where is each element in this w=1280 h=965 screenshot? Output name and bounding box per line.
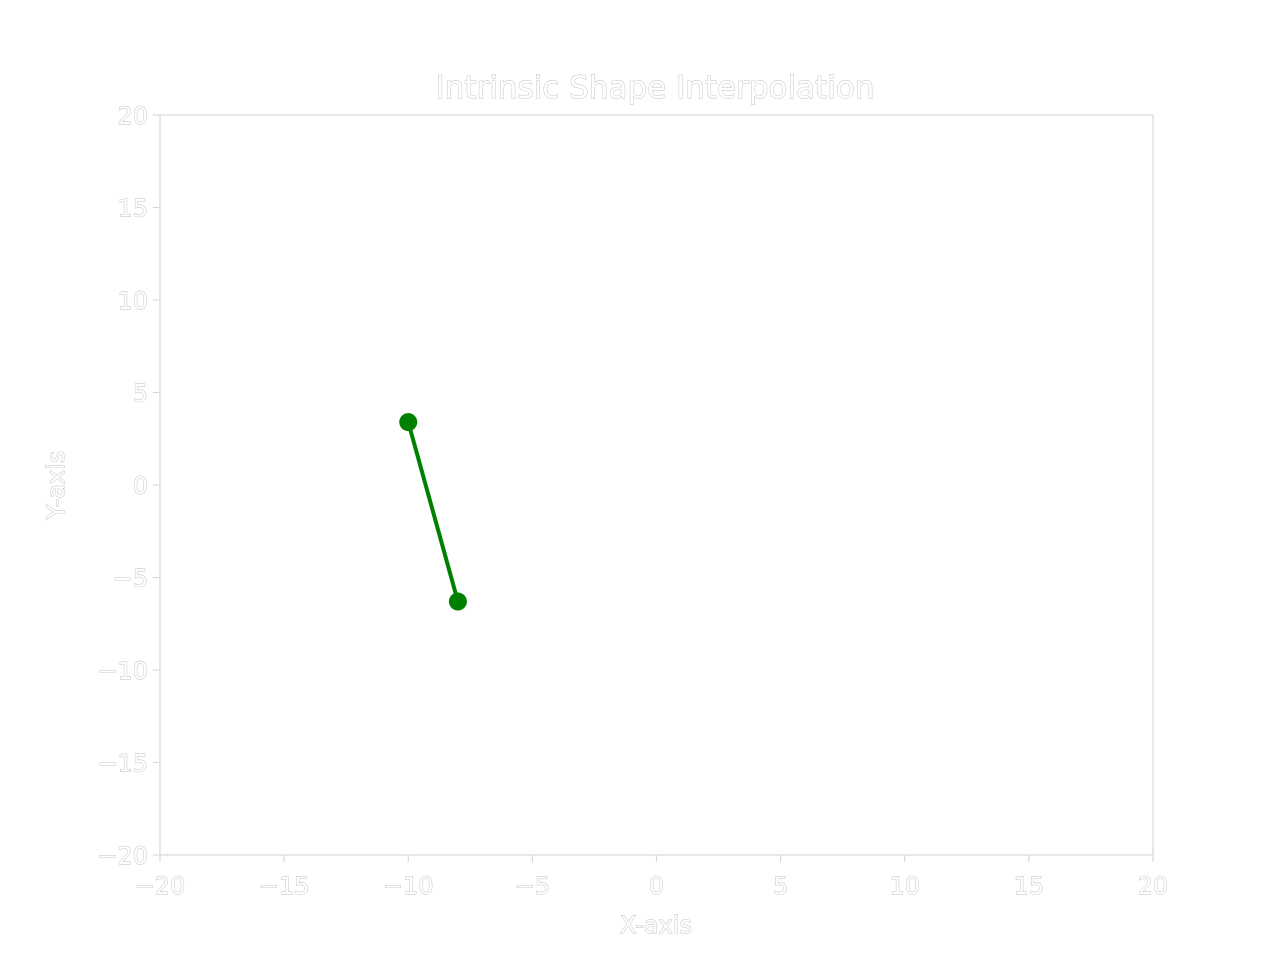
y-tick-label: −15 <box>97 750 148 778</box>
x-tick-label: 5 <box>773 872 788 900</box>
data-point-marker <box>448 592 467 611</box>
y-tick-label: 5 <box>133 380 148 408</box>
x-tick-label: 20 <box>1138 872 1169 900</box>
x-tick-label: 0 <box>649 872 664 900</box>
x-axis-label: X-axis <box>620 911 692 939</box>
x-tick-label: −15 <box>259 872 310 900</box>
y-tick-label: −20 <box>97 842 148 870</box>
x-tick-label: 10 <box>889 872 920 900</box>
chart-title: Intrinsic Shape Interpolation <box>436 70 875 106</box>
y-tick-label: 0 <box>133 472 148 500</box>
y-tick-label: −10 <box>97 657 148 685</box>
series-line <box>406 420 460 604</box>
series-layer <box>399 413 467 611</box>
plot-area-frame <box>159 114 1154 856</box>
data-point-marker <box>399 413 418 432</box>
y-tick-label: −5 <box>113 565 148 593</box>
x-tick-label: −10 <box>383 872 434 900</box>
x-tick-label: 15 <box>1014 872 1045 900</box>
y-tick-label: 10 <box>117 287 148 315</box>
x-tick-label: −5 <box>515 872 550 900</box>
y-tick-label: 20 <box>117 102 148 130</box>
x-axis-ticks: −20 −15 −10 −5 0 5 10 15 20 <box>134 855 1169 900</box>
x-tick-label: −20 <box>135 872 186 900</box>
y-axis-label: Y-axis <box>42 451 70 521</box>
y-axis-ticks: −20 −15 −10 −5 0 5 10 15 20 <box>97 102 160 870</box>
y-tick-label: 15 <box>117 195 148 223</box>
